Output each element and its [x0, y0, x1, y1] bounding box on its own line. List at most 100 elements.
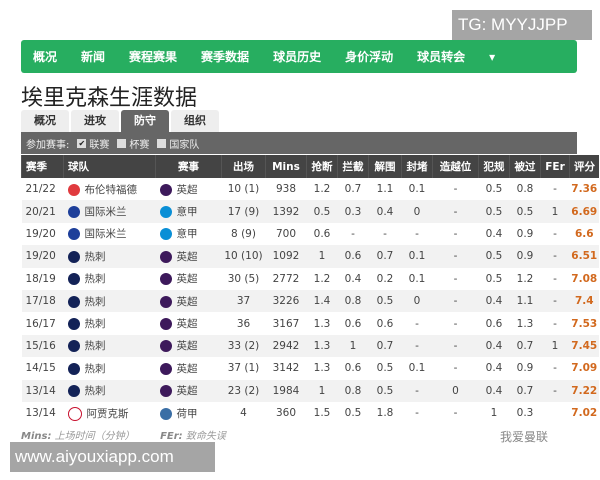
tab-3[interactable]: 组织 [171, 110, 219, 132]
table-row: 13/14 阿贾克斯 荷甲 4 360 1.5 0.5 1.8 - - 1 0.3 7.02 [22, 402, 600, 424]
cell-球队: 国际米兰 [63, 200, 156, 223]
cell-抢断: 1.3 [306, 334, 338, 358]
cell-FEr [541, 402, 570, 424]
team-name[interactable]: 热刺 [84, 295, 106, 308]
team-logo-icon [67, 406, 82, 421]
cell-封堵: - [401, 379, 433, 402]
cell-解围: 0.5 [368, 379, 402, 402]
cell-拦截: 0.8 [337, 289, 369, 313]
checkbox-icon[interactable] [157, 138, 167, 148]
cell-造越位: - [453, 183, 458, 196]
team-name[interactable]: 布伦特福德 [84, 183, 138, 196]
table-row: 19/20 国际米兰 意甲 8 (9) 700 0.6 - - - - 0.4 0.9 - 6.6 [22, 223, 600, 245]
column-header[interactable]: 出场 [221, 155, 266, 178]
cell-造越位: - [432, 289, 479, 313]
cell-解围: - [383, 227, 387, 240]
checkbox-icon[interactable]: ✔ [77, 138, 87, 148]
checkbox-icon[interactable] [117, 138, 127, 148]
cell-Mins: 700 [275, 227, 297, 240]
cell-封堵: 0 [401, 200, 433, 223]
column-header[interactable]: 抢断 [306, 155, 338, 178]
mins-key: Mins: [21, 431, 52, 442]
cell-封堵: 0.1 [408, 362, 426, 375]
cell-评分: 7.53 [571, 317, 598, 330]
filter-option-label: 联赛 [89, 139, 110, 151]
nav-item[interactable]: 赛程赛果 [129, 50, 178, 64]
cell-球队: 阿贾克斯 [64, 402, 156, 424]
cell-赛事: 意甲 [155, 200, 222, 223]
column-header[interactable]: 犯规 [478, 155, 510, 178]
nav-item[interactable]: 球员转会 [417, 50, 466, 64]
column-header[interactable]: 拦截 [337, 155, 369, 178]
column-header[interactable]: 球队 [63, 155, 156, 178]
tab-0[interactable]: 概况 [21, 110, 69, 132]
column-header[interactable]: FEr [540, 155, 570, 178]
table-body: 21/22 布伦特福德 英超 10 (1) 938 1.2 0.7 1.1 0.1-0.5 0.8… [21, 178, 600, 424]
tab-1[interactable]: 进攻 [71, 110, 119, 132]
nav-more-chevron-icon[interactable]: ▾ [489, 49, 496, 64]
cell-评分: 6.51 [569, 245, 599, 268]
column-header[interactable]: 解围 [368, 155, 402, 178]
column-header[interactable]: 赛季 [21, 155, 64, 178]
team-name[interactable]: 热刺 [84, 385, 106, 398]
cell-赛季: 14/15 [25, 362, 56, 375]
nav-item[interactable]: 球员历史 [273, 50, 322, 64]
league-name: 英超 [176, 385, 198, 398]
team-logo-icon [67, 385, 80, 398]
mins-desc: 上场时间（分钟） [54, 431, 135, 442]
table-row: 15/16 热刺 英超 33 (2) 2942 1.3 1 0.7- -0.4 0.7 1 7.45 [21, 334, 599, 358]
cell-犯规: 0.5 [485, 272, 503, 285]
team-name[interactable]: 热刺 [84, 340, 106, 353]
team-name[interactable]: 热刺 [84, 250, 106, 263]
column-header[interactable]: Mins [265, 155, 307, 178]
cell-赛季: 19/20 [21, 245, 64, 268]
table-row: 19/20 热刺 英超 10 (10) 1092 1 0.6 0.7 0.1-0.5 0.9-6.… [21, 245, 599, 268]
cell-解围: 0.7 [368, 334, 402, 358]
table-row: 14/15 热刺 英超 37 (1) 3142 1.3 0.6 0.5 0.1 - 0.4 0.9 - 7… [22, 357, 600, 379]
cell-抢断: 1.2 [313, 272, 331, 285]
filter-label: 参加赛事: [26, 139, 70, 151]
column-header[interactable]: 评分 [569, 155, 599, 178]
team-name[interactable]: 阿贾克斯 [86, 407, 129, 420]
column-header[interactable]: 赛事 [155, 155, 222, 178]
cell-Mins: 3142 [272, 362, 300, 375]
watermark-tg: TG: MYYJJPP [452, 10, 592, 40]
nav-item[interactable]: 概况 [33, 50, 58, 64]
filter-option[interactable]: 杯赛 [117, 136, 149, 151]
cell-出场: 10 (10) [221, 245, 266, 268]
team-logo-icon [67, 340, 80, 353]
cell-赛季: 19/20 [25, 227, 56, 240]
cell-解围: 0.5 [376, 362, 394, 375]
filter-option-label: 杯赛 [129, 139, 150, 151]
cell-球队: 热刺 [63, 379, 156, 402]
cell-FEr: - [553, 227, 557, 240]
cell-评分: 7.09 [571, 362, 598, 375]
cell-球队: 热刺 [64, 312, 156, 334]
column-header[interactable]: 造越位 [432, 155, 479, 178]
tab-2[interactable]: 防守 [121, 110, 169, 132]
filter-option[interactable]: 国家队 [157, 136, 199, 151]
column-header[interactable]: 被过 [509, 155, 541, 178]
team-name[interactable]: 国际米兰 [84, 228, 127, 241]
team-name[interactable]: 热刺 [84, 362, 106, 375]
cell-评分: 7.08 [571, 272, 598, 285]
cell-解围: 1.1 [376, 183, 394, 196]
cell-Mins: 1092 [265, 245, 307, 268]
cell-犯规: 0.4 [485, 227, 503, 240]
league-logo-icon [159, 250, 172, 263]
team-name[interactable]: 热刺 [84, 273, 106, 286]
cell-抢断: 1 [306, 245, 338, 268]
league-name: 英超 [176, 183, 198, 196]
nav-item[interactable]: 赛季数据 [201, 50, 250, 64]
cell-抢断: 1 [306, 379, 338, 402]
column-header[interactable]: 封堵 [401, 155, 433, 178]
filter-options: ✔ 联赛 杯赛 国家队 [69, 136, 199, 151]
cell-抢断: 0.5 [306, 200, 338, 223]
cell-被过: 0.9 [516, 227, 534, 240]
team-name[interactable]: 国际米兰 [84, 206, 127, 219]
team-name[interactable]: 热刺 [84, 318, 106, 331]
filter-option[interactable]: ✔ 联赛 [77, 136, 109, 151]
nav-item[interactable]: 身价浮动 [345, 50, 394, 64]
nav-item[interactable]: 新闻 [81, 50, 106, 64]
cell-评分: 6.6 [574, 227, 594, 240]
